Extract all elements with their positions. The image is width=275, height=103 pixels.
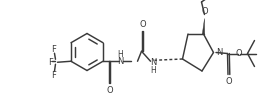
Text: F: F xyxy=(51,45,56,54)
Text: O: O xyxy=(106,86,113,95)
Polygon shape xyxy=(202,19,205,34)
Text: O: O xyxy=(201,7,208,16)
Text: O: O xyxy=(235,49,242,58)
Text: O: O xyxy=(139,20,146,29)
Text: H: H xyxy=(150,66,156,75)
Text: N: N xyxy=(216,48,222,57)
Text: N: N xyxy=(150,58,156,67)
Text: F: F xyxy=(48,58,53,67)
Text: H: H xyxy=(117,50,123,59)
Text: F: F xyxy=(51,71,56,80)
Text: O: O xyxy=(226,77,232,86)
Text: N: N xyxy=(117,57,123,66)
